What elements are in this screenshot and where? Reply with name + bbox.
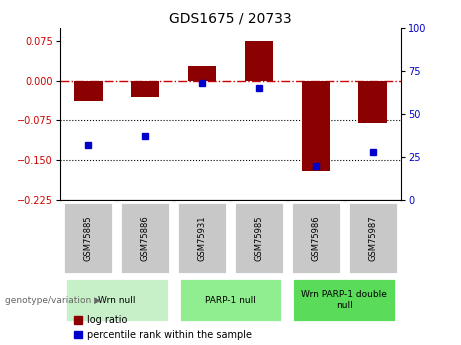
FancyBboxPatch shape (177, 201, 227, 275)
FancyBboxPatch shape (292, 278, 396, 322)
Text: GSM75987: GSM75987 (368, 215, 377, 261)
Text: Wrn null: Wrn null (98, 296, 136, 305)
Legend: log ratio, percentile rank within the sample: log ratio, percentile rank within the sa… (74, 315, 252, 340)
Bar (74, 81, 102, 101)
FancyBboxPatch shape (65, 278, 169, 322)
Text: GSM75931: GSM75931 (198, 215, 207, 261)
Text: GSM75885: GSM75885 (84, 215, 93, 261)
Title: GDS1675 / 20733: GDS1675 / 20733 (169, 11, 292, 25)
FancyBboxPatch shape (179, 278, 282, 322)
FancyBboxPatch shape (120, 201, 170, 275)
Bar (301, 81, 330, 171)
FancyBboxPatch shape (234, 201, 284, 275)
Bar (188, 66, 216, 81)
Bar (131, 81, 160, 97)
FancyBboxPatch shape (291, 201, 341, 275)
Text: GSM75886: GSM75886 (141, 215, 150, 261)
Text: GSM75986: GSM75986 (311, 215, 320, 261)
Text: GSM75985: GSM75985 (254, 215, 263, 261)
Bar (245, 41, 273, 81)
FancyBboxPatch shape (348, 201, 398, 275)
Text: PARP-1 null: PARP-1 null (205, 296, 256, 305)
Text: genotype/variation ▶: genotype/variation ▶ (5, 296, 100, 305)
FancyBboxPatch shape (63, 201, 113, 275)
Text: Wrn PARP-1 double
null: Wrn PARP-1 double null (301, 290, 387, 310)
Bar (358, 81, 387, 123)
